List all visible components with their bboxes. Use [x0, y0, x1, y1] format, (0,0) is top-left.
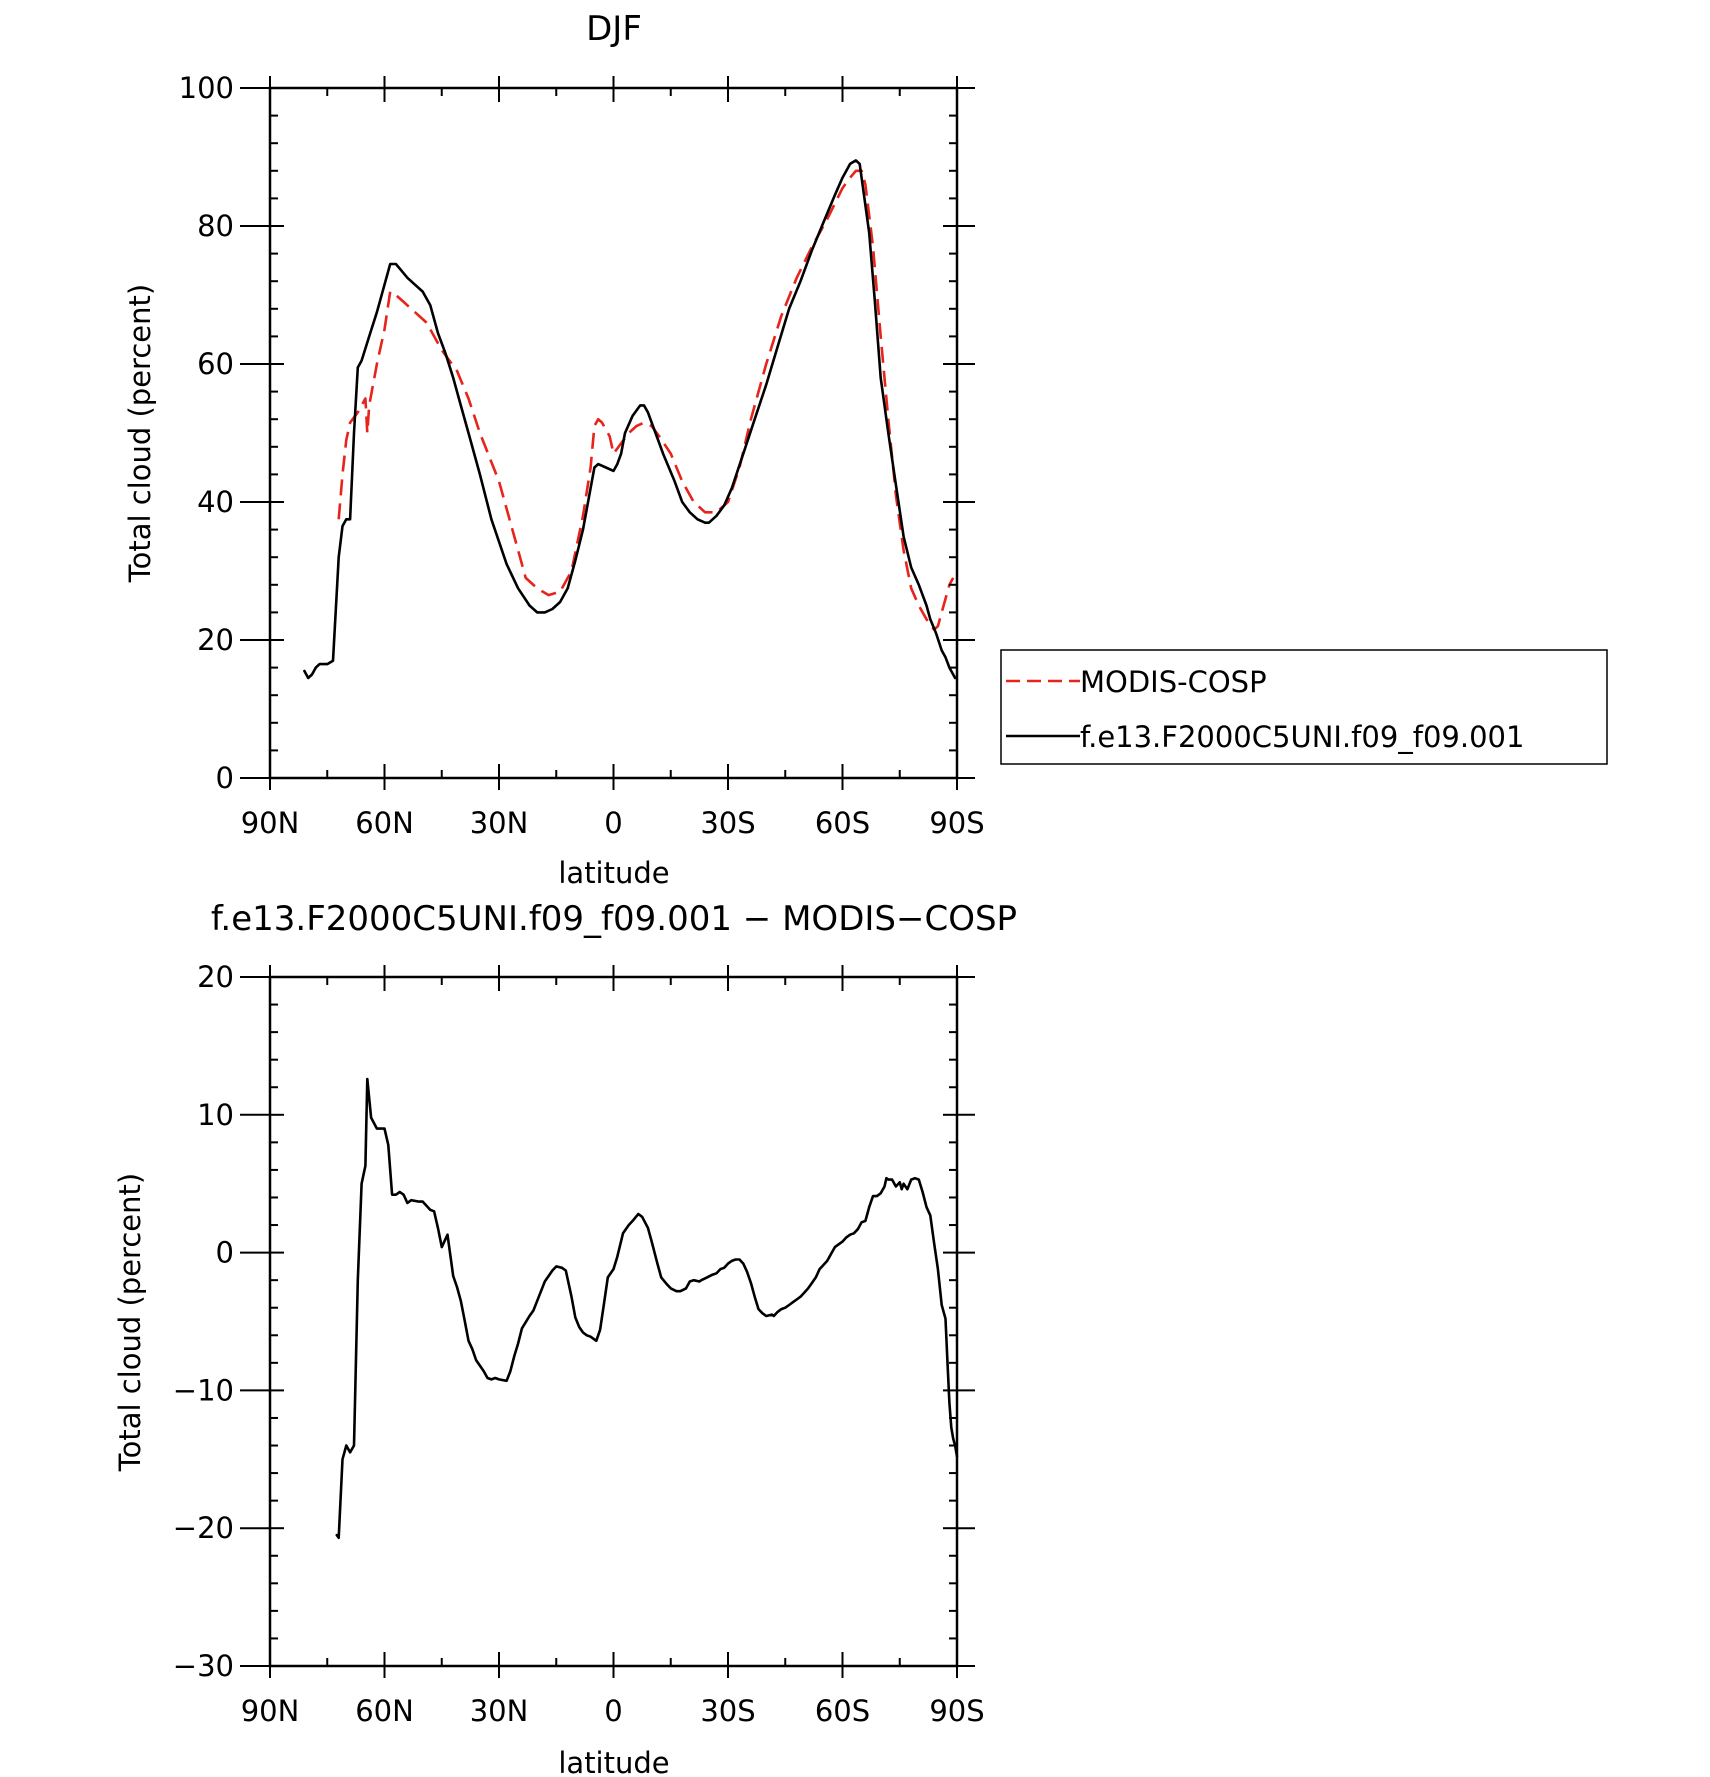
y-tick-label: 0 — [216, 1236, 234, 1270]
bottom-panel-y-axis-label: Total cloud (percent) — [113, 1173, 147, 1472]
y-tick-label: 80 — [197, 209, 234, 243]
x-tick-label: 0 — [604, 806, 622, 840]
series-line-difference — [335, 1077, 959, 1540]
legend-label-modis-cosp: MODIS-COSP — [1080, 665, 1267, 699]
x-tick-label: 90N — [241, 806, 300, 840]
x-tick-label: 90S — [929, 1694, 984, 1728]
bottom-panel-series-layer — [335, 1077, 959, 1540]
top-panel-y-axis-label: Total cloud (percent) — [123, 284, 157, 583]
top-panel-title: DJF — [586, 9, 642, 49]
y-tick-label: 40 — [197, 485, 234, 519]
y-tick-label: 100 — [179, 71, 234, 105]
x-tick-label: 60N — [355, 1694, 414, 1728]
x-tick-label: 0 — [604, 1694, 622, 1728]
series-line-model — [303, 159, 957, 680]
x-tick-label: 60S — [815, 1694, 870, 1728]
top-panel-plot-frame — [268, 86, 959, 780]
x-tick-label: 30N — [470, 1694, 529, 1728]
y-tick-label: −30 — [173, 1649, 234, 1683]
x-tick-label: 30S — [700, 1694, 755, 1728]
bottom-panel-title: f.e13.F2000C5UNI.f09_f09.001 − MODIS−COS… — [211, 899, 1017, 939]
y-tick-label: 60 — [197, 347, 234, 381]
legend-box — [1000, 649, 1608, 765]
legend-label-model: f.e13.F2000C5UNI.f09_f09.001 — [1080, 720, 1524, 754]
y-tick-label: 20 — [197, 960, 234, 994]
top-panel-x-axis-label: latitude — [558, 856, 669, 890]
x-tick-label: 60S — [815, 806, 870, 840]
bottom-panel-plot-frame — [268, 975, 959, 1668]
legend: MODIS-COSP f.e13.F2000C5UNI.f09_f09.001 — [1000, 649, 1608, 765]
series-line-modis-cosp — [337, 169, 955, 631]
bottom-panel: f.e13.F2000C5UNI.f09_f09.001 − MODIS−COS… — [113, 899, 1017, 1777]
y-tick-label: −10 — [173, 1373, 234, 1407]
y-tick-label: 20 — [197, 623, 234, 657]
top-panel-ticks: 90N 60N 30N 0 30S 60S 90S 0 20 40 60 80 100 — [179, 71, 985, 840]
x-tick-label: 30S — [700, 806, 755, 840]
y-tick-label: −20 — [173, 1511, 234, 1545]
y-tick-label: 10 — [197, 1098, 234, 1132]
top-panel-series-layer — [303, 159, 957, 680]
bottom-panel-ticks: 90N 60N 30N 0 30S 60S 90S −30 −20 −10 0 10 20 — [173, 960, 985, 1728]
y-tick-label: 0 — [216, 761, 234, 795]
x-tick-label: 60N — [355, 806, 414, 840]
bottom-panel-x-axis-label: latitude — [558, 1746, 669, 1777]
x-tick-label: 90S — [929, 806, 984, 840]
x-tick-label: 90N — [241, 1694, 300, 1728]
x-tick-label: 30N — [470, 806, 529, 840]
top-panel: DJF 90N 60N 30N 0 30S 60S 90S 0 20 40 60 80 100 lati… — [123, 9, 1608, 890]
